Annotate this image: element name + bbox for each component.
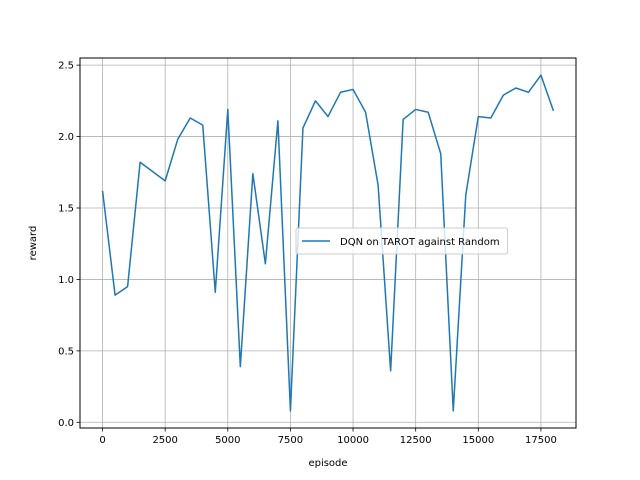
y-axis-label: reward (28, 226, 39, 261)
x-tick-label: 10000 (337, 435, 369, 446)
legend: DQN on TAROT against Random (295, 227, 509, 255)
legend-box (295, 227, 509, 255)
x-axis-label: episode (308, 458, 347, 469)
y-tick-label: 1.5 (58, 204, 74, 215)
y-tick-label: 1.0 (58, 275, 74, 286)
x-tick-label: 2500 (152, 435, 177, 446)
y-tick-label: 0.5 (58, 346, 74, 357)
legend-entry-label: DQN on TAROT against Random (340, 237, 500, 248)
x-tick-label: 7500 (278, 435, 303, 446)
x-tick-label: 15000 (462, 435, 494, 446)
x-tick-label: 0 (99, 435, 105, 446)
x-tick-label: 12500 (400, 435, 432, 446)
ticks: 0 2500 5000 7500 10000 12500 15000 17500 0.0 0.5 1… (58, 61, 557, 446)
x-tick-label: 5000 (215, 435, 240, 446)
y-tick-label: 0.0 (58, 418, 74, 429)
axes-frame (79, 57, 577, 429)
series-line (101, 74, 555, 412)
series-layer (101, 74, 555, 412)
y-tick-label: 2.5 (58, 61, 74, 72)
y-tick-label: 2.0 (58, 132, 74, 143)
x-tick-label: 17500 (525, 435, 557, 446)
